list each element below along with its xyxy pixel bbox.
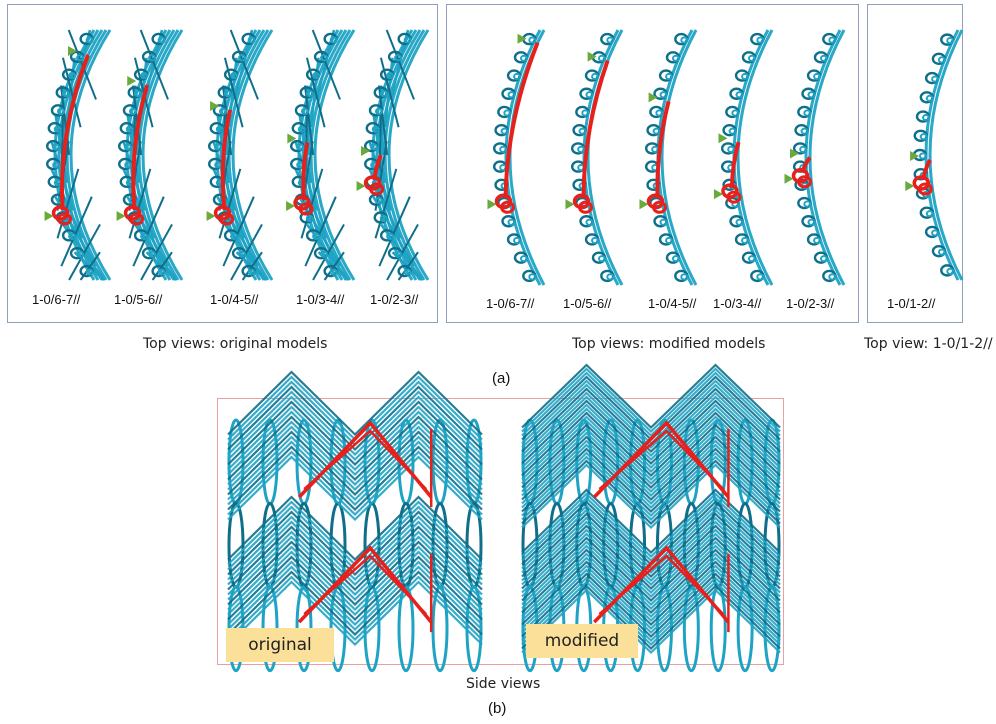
model-label-single-1: 1-0/1-2// (887, 296, 936, 311)
original-top-view-model-1 (44, 29, 112, 281)
model-label-modified-5: 1-0/2-3// (786, 296, 835, 311)
model-label-original-2: 1-0/5-6// (114, 292, 163, 307)
modified-top-view-model-5 (784, 29, 846, 286)
part-label-b: (b) (488, 700, 507, 717)
model-label-original-1: 1-0/6-7// (32, 292, 81, 307)
modified-top-view-model-1 (487, 29, 546, 286)
original-top-view-model-4 (286, 29, 356, 281)
side-view-original (227, 370, 483, 673)
modified-top-view-model-3 (639, 29, 698, 286)
tag-modified: modified (526, 624, 638, 658)
model-label-original-5: 1-0/2-3// (370, 292, 419, 307)
modified-top-view-model-4 (713, 29, 774, 286)
model-label-modified-4: 1-0/3-4// (713, 296, 762, 311)
caption-modified-models: Top views: modified models (572, 336, 766, 352)
original-top-view-model-5 (356, 29, 430, 281)
original-top-view-model-2 (116, 29, 184, 281)
part-label-a: (a) (492, 370, 511, 387)
original-top-view-model-3 (206, 29, 274, 281)
model-label-modified-2: 1-0/5-6// (563, 296, 612, 311)
caption-side-views: Side views (466, 676, 541, 692)
model-label-modified-1: 1-0/6-7// (486, 296, 535, 311)
side-view-modified (521, 363, 781, 673)
modified-top-view-model-2 (565, 29, 624, 286)
tag-original: original (226, 628, 334, 662)
caption-single-model: Top view: 1-0/1-2// (864, 336, 993, 352)
model-label-original-4: 1-0/3-4// (296, 292, 345, 307)
caption-original-models: Top views: original models (143, 336, 328, 352)
model-label-original-3: 1-0/4-5// (210, 292, 259, 307)
model-label-modified-3: 1-0/4-5// (648, 296, 697, 311)
single-top-view-model-1 (905, 29, 964, 281)
